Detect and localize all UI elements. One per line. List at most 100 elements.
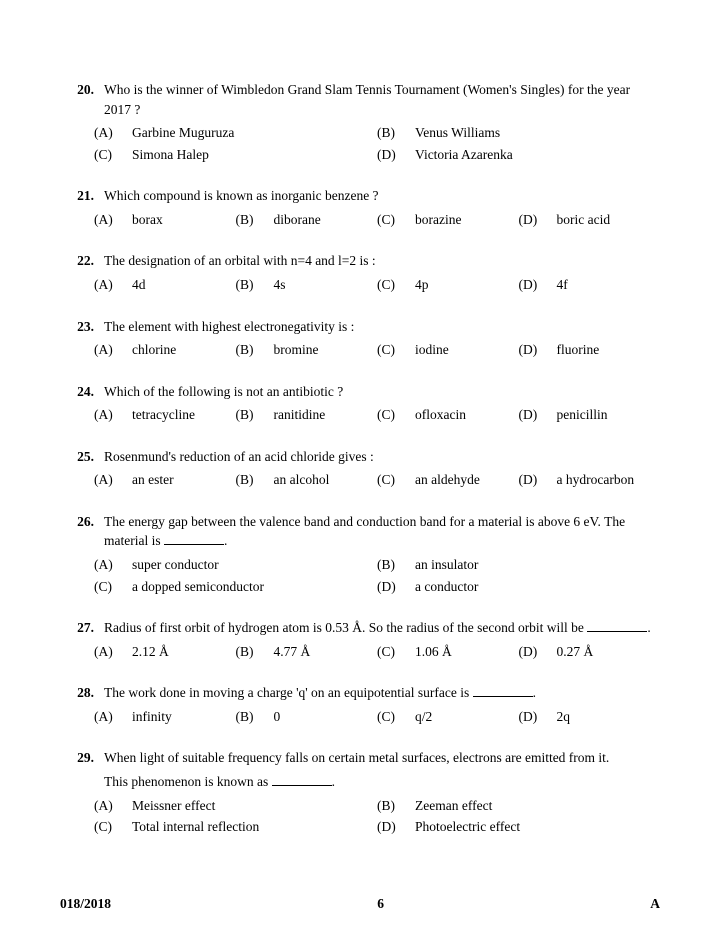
option-text: infinity	[132, 707, 236, 727]
option-label: (B)	[236, 275, 274, 295]
question: 25.Rosenmund's reduction of an acid chlo…	[60, 447, 660, 490]
option-text: 4s	[274, 275, 378, 295]
option[interactable]: (C)Total internal reflection	[94, 817, 377, 837]
option-label: (B)	[236, 340, 274, 360]
option-text: diborane	[274, 210, 378, 230]
option-text: Garbine Muguruza	[132, 123, 377, 143]
option[interactable]: (C)a dopped semiconductor	[94, 577, 377, 597]
option-label: (A)	[94, 210, 132, 230]
blank	[272, 773, 332, 786]
question: 26.The energy gap between the valence ba…	[60, 512, 660, 596]
option-text: Zeeman effect	[415, 796, 660, 816]
question-number: 28.	[60, 683, 104, 703]
option-text: a dopped semiconductor	[132, 577, 377, 597]
option[interactable]: (C)borazine	[377, 210, 519, 230]
option-label: (A)	[94, 555, 132, 575]
options: (A)Meissner effect(B)Zeeman effect(C)Tot…	[94, 796, 660, 837]
option-label: (A)	[94, 123, 132, 143]
option[interactable]: (C)iodine	[377, 340, 519, 360]
option-text: boric acid	[557, 210, 661, 230]
footer-right: A	[650, 896, 660, 912]
option[interactable]: (A)4d	[94, 275, 236, 295]
option[interactable]: (C)Simona Halep	[94, 145, 377, 165]
option[interactable]: (C)an aldehyde	[377, 470, 519, 490]
option[interactable]: (B)an alcohol	[236, 470, 378, 490]
option[interactable]: (D)fluorine	[519, 340, 661, 360]
question-text: The energy gap between the valence band …	[104, 512, 660, 551]
option[interactable]: (D)2q	[519, 707, 661, 727]
option-text: penicillin	[557, 405, 661, 425]
option-label: (B)	[377, 123, 415, 143]
option-text: tetracycline	[132, 405, 236, 425]
option[interactable]: (C)ofloxacin	[377, 405, 519, 425]
option[interactable]: (A)tetracycline	[94, 405, 236, 425]
option-label: (B)	[236, 405, 274, 425]
option[interactable]: (B)Venus Williams	[377, 123, 660, 143]
option[interactable]: (A)super conductor	[94, 555, 377, 575]
option[interactable]: (C)4p	[377, 275, 519, 295]
option[interactable]: (D)a conductor	[377, 577, 660, 597]
option-label: (B)	[236, 707, 274, 727]
options: (A)tetracycline(B)ranitidine(C)ofloxacin…	[94, 405, 660, 425]
option-text: super conductor	[132, 555, 377, 575]
option[interactable]: (B)Zeeman effect	[377, 796, 660, 816]
question: 29.When light of suitable frequency fall…	[60, 748, 660, 836]
option[interactable]: (A)2.12 Å	[94, 642, 236, 662]
option[interactable]: (D)Victoria Azarenka	[377, 145, 660, 165]
option-label: (C)	[377, 642, 415, 662]
options: (A)an ester(B)an alcohol(C)an aldehyde(D…	[94, 470, 660, 490]
option-label: (D)	[519, 210, 557, 230]
option-text: chlorine	[132, 340, 236, 360]
question-number: 25.	[60, 447, 104, 467]
option-text: an ester	[132, 470, 236, 490]
option[interactable]: (B)diborane	[236, 210, 378, 230]
option-text: borazine	[415, 210, 519, 230]
question: 27.Radius of first orbit of hydrogen ato…	[60, 618, 660, 661]
option[interactable]: (A)an ester	[94, 470, 236, 490]
option[interactable]: (A)borax	[94, 210, 236, 230]
options: (A)super conductor(B)an insulator(C)a do…	[94, 555, 660, 596]
option[interactable]: (D)0.27 Å	[519, 642, 661, 662]
options: (A)borax(B)diborane(C)borazine(D)boric a…	[94, 210, 660, 230]
question-text: The designation of an orbital with n=4 a…	[104, 251, 660, 271]
option[interactable]: (D)a hydrocarbon	[519, 470, 661, 490]
option[interactable]: (B)0	[236, 707, 378, 727]
option[interactable]: (A)infinity	[94, 707, 236, 727]
option-label: (D)	[519, 707, 557, 727]
question-number: 20.	[60, 80, 104, 100]
option-text: Photoelectric effect	[415, 817, 660, 837]
option[interactable]: (A)Meissner effect	[94, 796, 377, 816]
option-text: an aldehyde	[415, 470, 519, 490]
option-text: Venus Williams	[415, 123, 660, 143]
option[interactable]: (C)1.06 Å	[377, 642, 519, 662]
option-text: an insulator	[415, 555, 660, 575]
exam-page: 20.Who is the winner of Wimbledon Grand …	[0, 0, 720, 952]
options: (A)4d(B)4s(C)4p(D)4f	[94, 275, 660, 295]
option-label: (B)	[236, 210, 274, 230]
options: (A)chlorine(B)bromine(C)iodine(D)fluorin…	[94, 340, 660, 360]
option[interactable]: (A)Garbine Muguruza	[94, 123, 377, 143]
option[interactable]: (B)bromine	[236, 340, 378, 360]
question-text: Radius of first orbit of hydrogen atom i…	[104, 618, 660, 638]
option[interactable]: (D)penicillin	[519, 405, 661, 425]
option[interactable]: (D)boric acid	[519, 210, 661, 230]
option[interactable]: (B)4s	[236, 275, 378, 295]
option[interactable]: (A)chlorine	[94, 340, 236, 360]
option-label: (C)	[377, 210, 415, 230]
option-text: an alcohol	[274, 470, 378, 490]
option-text: a conductor	[415, 577, 660, 597]
option-label: (D)	[519, 470, 557, 490]
option-text: 2q	[557, 707, 661, 727]
question: 24.Which of the following is not an anti…	[60, 382, 660, 425]
question: 28.The work done in moving a charge 'q' …	[60, 683, 660, 726]
option[interactable]: (D)Photoelectric effect	[377, 817, 660, 837]
option-label: (D)	[519, 275, 557, 295]
option[interactable]: (B)an insulator	[377, 555, 660, 575]
option[interactable]: (C)q/2	[377, 707, 519, 727]
option-text: ranitidine	[274, 405, 378, 425]
option-text: 0	[274, 707, 378, 727]
option[interactable]: (B)4.77 Å	[236, 642, 378, 662]
option[interactable]: (B)ranitidine	[236, 405, 378, 425]
option-text: 4.77 Å	[274, 642, 378, 662]
option[interactable]: (D)4f	[519, 275, 661, 295]
